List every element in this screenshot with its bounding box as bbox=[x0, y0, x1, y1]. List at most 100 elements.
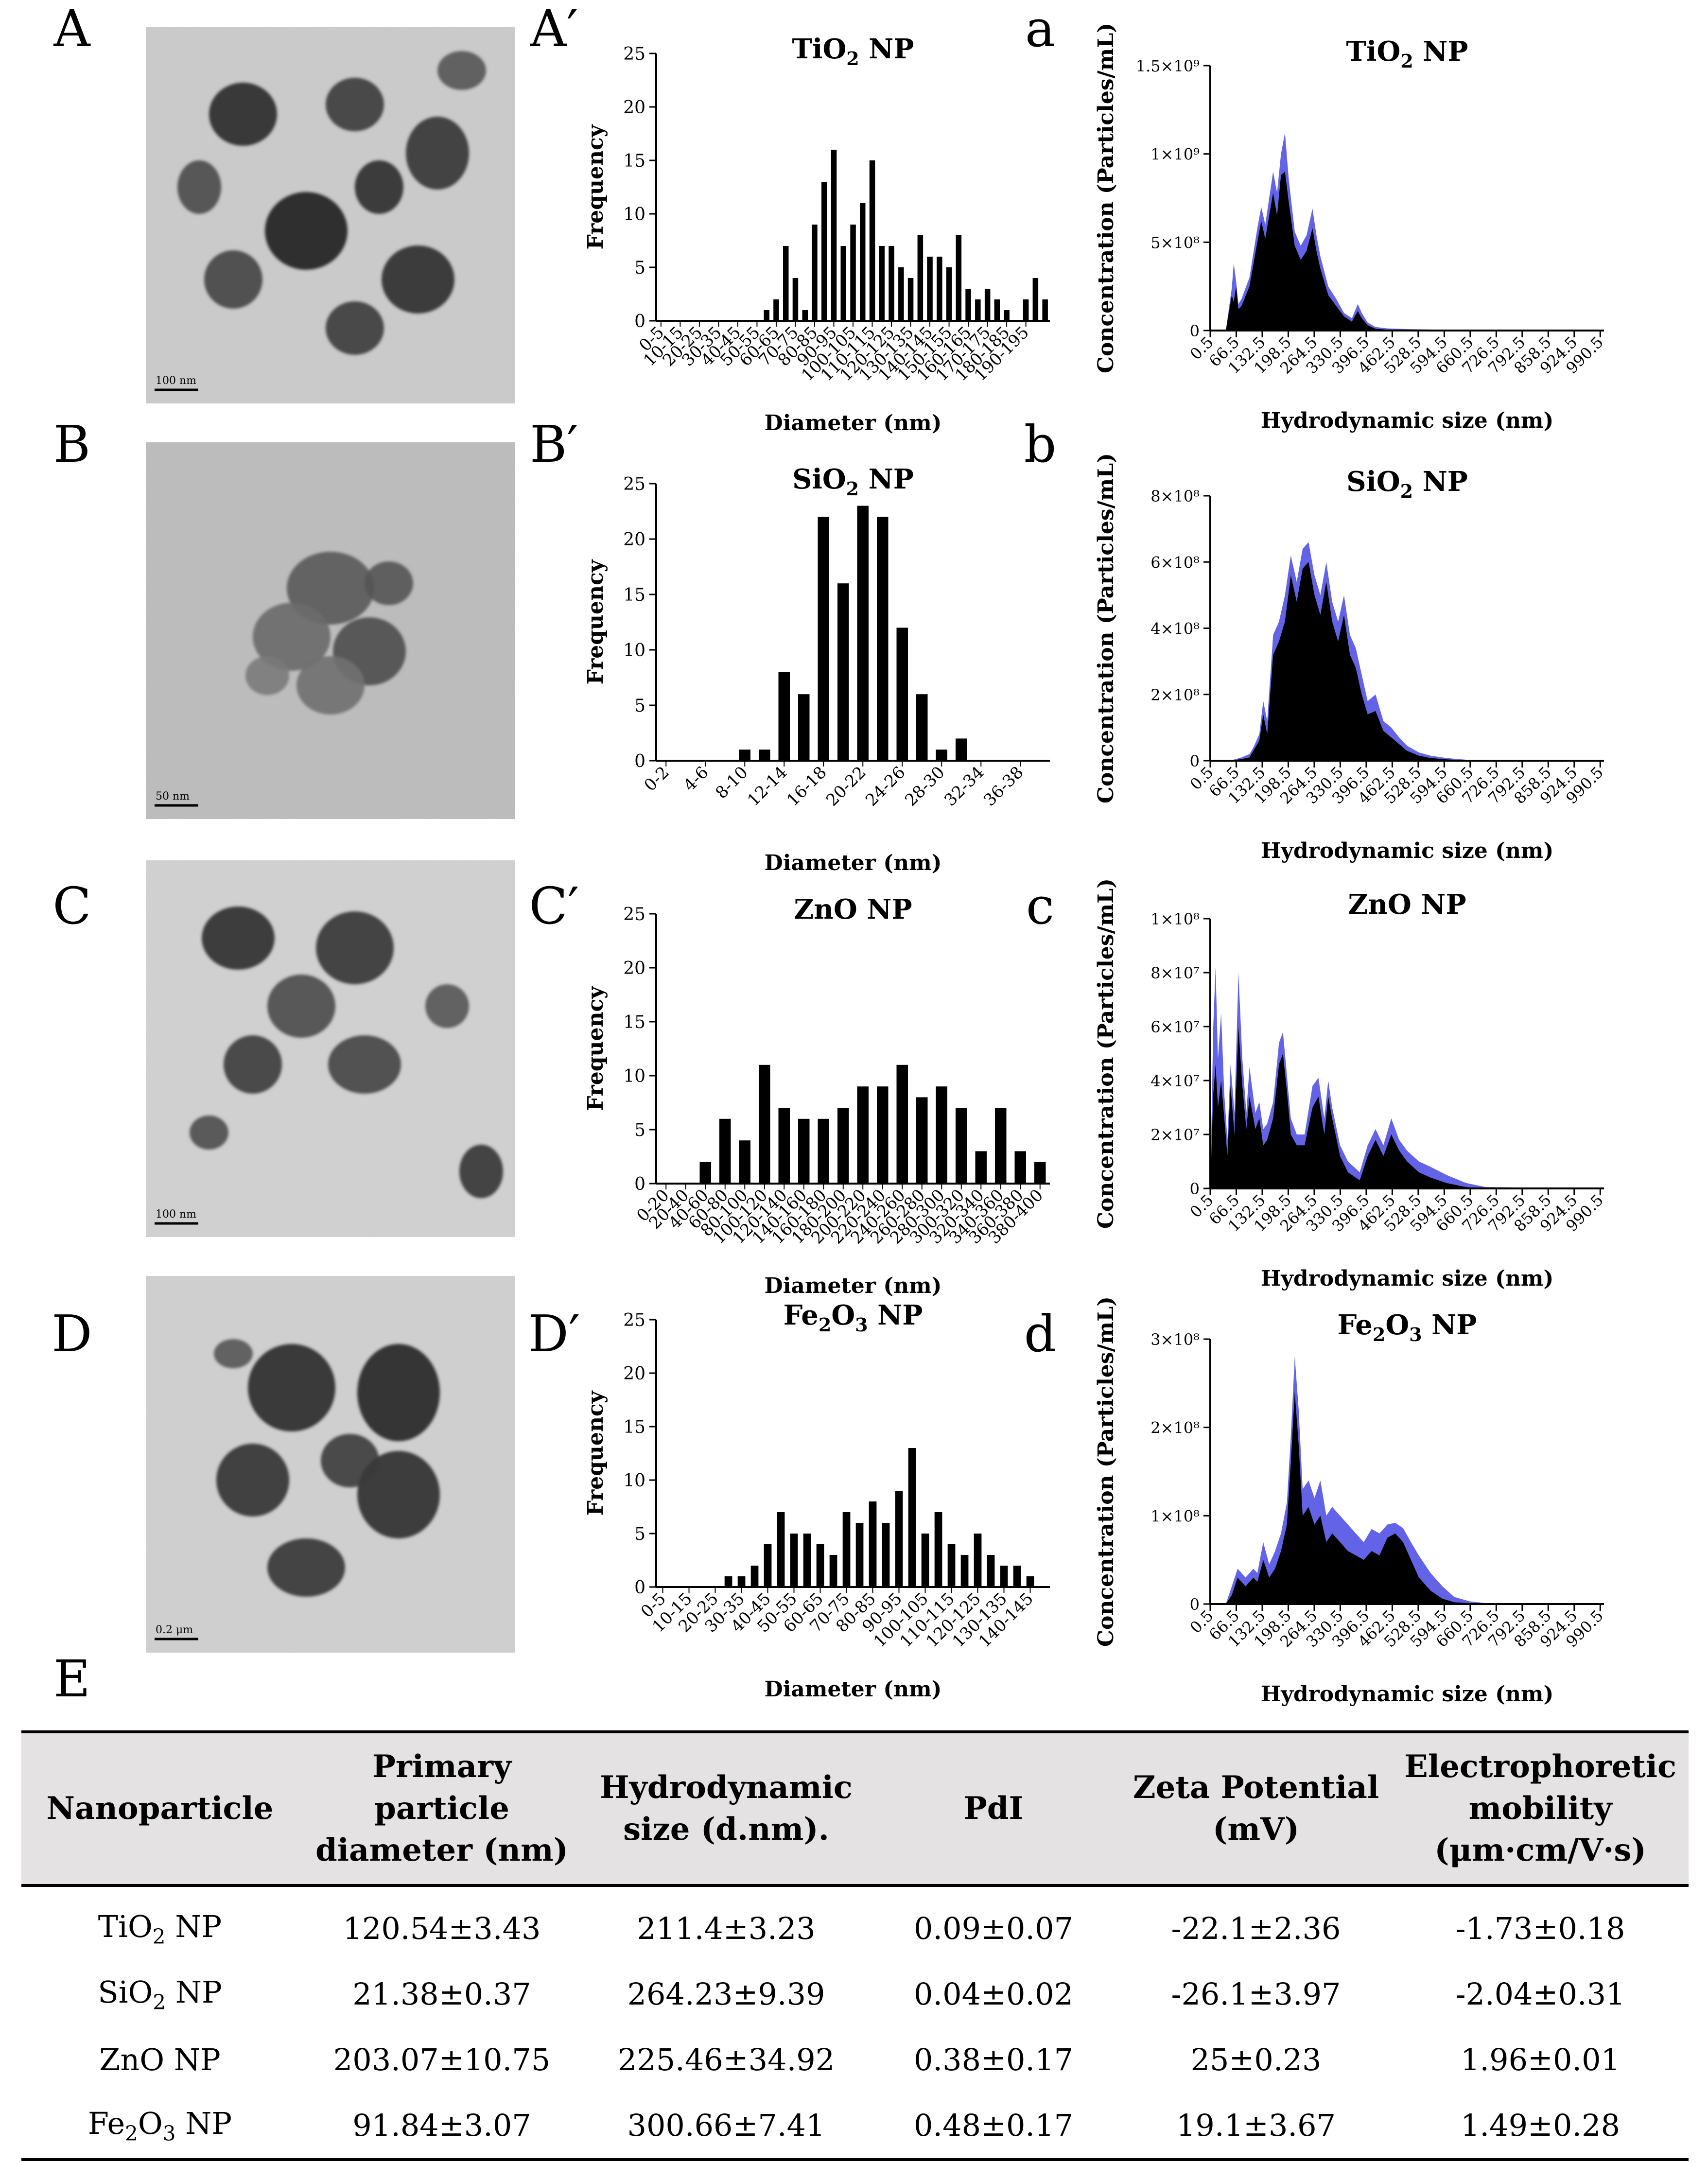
tem-particle bbox=[328, 1035, 401, 1094]
panel-letter-A: A bbox=[53, 0, 91, 58]
mean-area bbox=[1210, 1027, 1604, 1188]
bar bbox=[974, 1534, 982, 1587]
y-tick-label: 15 bbox=[623, 1417, 645, 1437]
bar bbox=[916, 694, 928, 761]
y-tick-label: 0 bbox=[634, 1174, 645, 1194]
tem-particles bbox=[190, 907, 503, 1198]
bar bbox=[842, 1512, 851, 1587]
y-tick-label: 5 bbox=[634, 696, 645, 716]
table-cell: 91.84±3.07 bbox=[298, 2093, 585, 2161]
bar bbox=[882, 1523, 890, 1587]
bar bbox=[1004, 310, 1010, 321]
tem-particle bbox=[265, 192, 348, 270]
tem-particle bbox=[357, 1451, 440, 1538]
tem-particle bbox=[321, 1434, 379, 1487]
panel-letter-A2: A′ bbox=[530, 0, 578, 58]
bar bbox=[995, 1108, 1007, 1184]
y-tick-label: 1×10⁹ bbox=[1150, 145, 1200, 164]
nta-plot-b: SiO2 NP02×10⁸4×10⁸6×10⁸8×10⁸0.566.5132.5… bbox=[1094, 453, 1607, 863]
x-axis-label: Diameter (nm) bbox=[765, 411, 942, 436]
bar bbox=[877, 1086, 889, 1184]
tem-particle bbox=[459, 1145, 503, 1198]
tem-particle bbox=[209, 83, 277, 146]
bar bbox=[790, 1534, 798, 1587]
tem-particle bbox=[253, 603, 331, 671]
bar bbox=[1000, 1566, 1008, 1587]
y-tick-label: 8×10⁷ bbox=[1150, 964, 1200, 982]
tem-particle bbox=[326, 78, 384, 131]
tem-particle bbox=[437, 51, 486, 90]
y-tick-label: 25 bbox=[623, 1310, 645, 1330]
tem-particle bbox=[267, 1538, 345, 1597]
bar bbox=[798, 1118, 810, 1184]
panel-letter-C: C bbox=[52, 876, 91, 936]
chart-title: TiO2 NP bbox=[1346, 35, 1468, 72]
chart-title: SiO2 NP bbox=[792, 463, 914, 500]
scale-bar-label: 50 nm bbox=[156, 790, 190, 802]
y-axis-label: Frequency bbox=[583, 986, 608, 1111]
y-axis-label: Concentration (Particles/mL) bbox=[1094, 878, 1118, 1229]
table-header-cell: Electrophoretic mobility (μm·cm/V·s) bbox=[1392, 1730, 1689, 1887]
nta-plot-c: ZnO NP02×10⁷4×10⁷6×10⁷8×10⁷1×10⁸0.566.51… bbox=[1094, 878, 1607, 1291]
bar bbox=[934, 1512, 942, 1587]
x-tick-label: 16-18 bbox=[783, 763, 831, 810]
bar bbox=[737, 1576, 746, 1587]
y-tick-label: 20 bbox=[623, 1364, 645, 1384]
table-header-row: Nanoparticle Primary particle diameter (nm)… bbox=[21, 1730, 1689, 1887]
tem-particle bbox=[382, 245, 454, 314]
bar bbox=[850, 225, 856, 321]
y-tick-label: 10 bbox=[623, 1471, 645, 1491]
table-cell: 300.66±7.41 bbox=[585, 2093, 867, 2161]
y-tick-label: 5×10⁸ bbox=[1150, 233, 1200, 252]
x-tick-label: 4-6 bbox=[680, 763, 713, 795]
y-tick-label: 25 bbox=[623, 474, 645, 494]
tem-image-D: 0.2 μm bbox=[146, 1276, 515, 1653]
bar bbox=[1014, 1151, 1026, 1184]
bar bbox=[869, 1501, 877, 1587]
nta-plot-d: Fe2O3 NP01×10⁸2×10⁸3×10⁸0.566.5132.5198.… bbox=[1094, 1296, 1607, 1707]
y-tick-label: 5 bbox=[634, 1120, 645, 1140]
table-header: Nanoparticle Primary particle diameter (nm)… bbox=[21, 1730, 1689, 1887]
tem-particle bbox=[267, 975, 335, 1038]
tem-grain bbox=[146, 442, 515, 819]
bar bbox=[857, 506, 869, 761]
x-tick-label: 36-38 bbox=[980, 763, 1028, 810]
x-axis-label: Hydrodynamic size (nm) bbox=[1261, 1682, 1554, 1707]
bar bbox=[778, 672, 790, 761]
y-tick-label: 0 bbox=[1190, 1180, 1200, 1198]
table-cell: 0.04±0.02 bbox=[913, 1976, 1074, 2012]
table-cell: -26.1±3.97 bbox=[1171, 1976, 1341, 2012]
tem-image-B: 50 nm bbox=[146, 442, 515, 819]
table-cell: -1.73±0.18 bbox=[1455, 1911, 1625, 1946]
table-cell: 0.09±0.07 bbox=[913, 1911, 1074, 1946]
chart-title: Fe2O3 NP bbox=[1338, 1309, 1477, 1345]
tem-particle bbox=[365, 561, 413, 605]
x-axis-label: Diameter (nm) bbox=[765, 851, 942, 875]
y-axis-label: Concentration (Particles/mL) bbox=[1094, 1296, 1118, 1647]
tem-particles bbox=[245, 552, 413, 715]
table-row: SiO2 NP 21.38±0.37 264.23±9.39 0.04±0.02 -26… bbox=[21, 1961, 1689, 2027]
bar bbox=[803, 1534, 811, 1587]
table-cell: 0.38±0.17 bbox=[913, 2042, 1074, 2077]
tem-particle bbox=[177, 160, 221, 214]
bar bbox=[818, 517, 829, 761]
bar bbox=[947, 1544, 956, 1587]
mean-area bbox=[1210, 1392, 1604, 1604]
y-tick-label: 10 bbox=[623, 205, 645, 225]
y-tick-label: 15 bbox=[623, 1012, 645, 1032]
table-row: ZnO NP 203.07±10.75 225.46±34.92 0.38±0.17 2… bbox=[21, 2027, 1689, 2093]
bar bbox=[798, 694, 810, 761]
table-body: TiO2 NP 120.54±3.43 211.4±3.23 0.09±0.07 -22… bbox=[21, 1885, 1689, 2161]
panel-letter-c: c bbox=[1026, 876, 1054, 936]
y-tick-label: 20 bbox=[623, 959, 645, 978]
bar bbox=[936, 750, 947, 761]
bar bbox=[917, 235, 924, 321]
bar bbox=[956, 235, 962, 321]
chart-title: TiO2 NP bbox=[792, 33, 914, 70]
table-row: Fe2O3 NP 91.84±3.07 300.66±7.41 0.48±0.17 19… bbox=[21, 2093, 1689, 2161]
tem-particle bbox=[214, 1339, 253, 1368]
tem-grain bbox=[146, 860, 515, 1237]
bar bbox=[1034, 1162, 1046, 1184]
table-header-cell: PdI bbox=[867, 1730, 1120, 1887]
y-tick-label: 1.5×10⁹ bbox=[1136, 57, 1200, 75]
